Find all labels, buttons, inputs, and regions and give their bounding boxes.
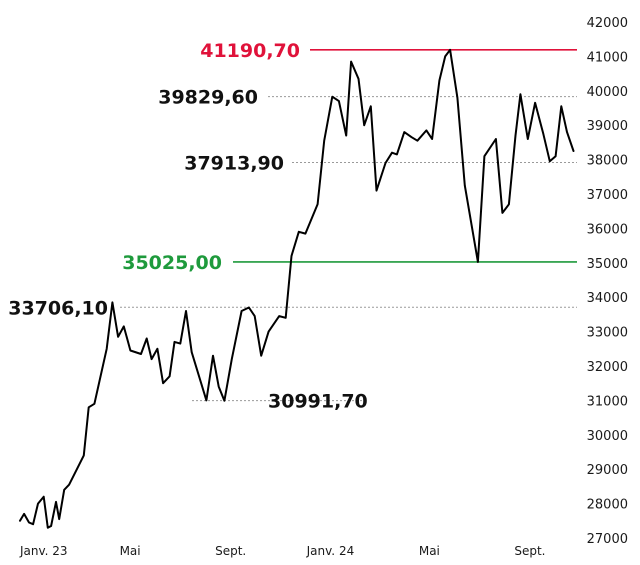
reference-label: 39829,60 xyxy=(158,87,258,109)
reference-label: 35025,00 xyxy=(122,252,222,274)
x-tick-label: Mai xyxy=(419,544,440,558)
y-tick-label: 40000 xyxy=(587,85,628,100)
y-tick-label: 38000 xyxy=(587,154,628,169)
y-tick-label: 39000 xyxy=(587,119,628,134)
y-tick-label: 33000 xyxy=(587,326,628,341)
x-tick-label: Mai xyxy=(120,544,141,558)
series-line xyxy=(19,48,575,529)
y-axis: 27000 28000 29000 30000 31000 32000 33000 34000… xyxy=(587,16,628,547)
reference-label: 37913,90 xyxy=(184,153,284,175)
y-tick-label: 37000 xyxy=(587,188,628,203)
y-tick-label: 42000 xyxy=(587,16,628,31)
reference-label: 33706,10 xyxy=(8,297,108,319)
y-tick-label: 27000 xyxy=(587,532,628,547)
x-tick-label: Janv. 23 xyxy=(19,544,68,558)
x-axis: Janv. 23 Mai Sept. Janv. 24 Mai Sept. xyxy=(19,544,546,558)
x-tick-label: Sept. xyxy=(215,544,246,558)
y-tick-label: 34000 xyxy=(587,291,628,306)
y-tick-label: 36000 xyxy=(587,222,628,237)
y-tick-label: 30000 xyxy=(587,429,628,444)
series-layer xyxy=(19,48,575,529)
y-tick-label: 32000 xyxy=(587,360,628,375)
reference-label: 41190,70 xyxy=(200,40,300,62)
reference-label: 30991,70 xyxy=(268,391,368,413)
x-tick-label: Janv. 24 xyxy=(306,544,355,558)
y-tick-label: 31000 xyxy=(587,394,628,409)
annotations: 41190,70 39829,60 37913,90 35025,00 33706,10… xyxy=(8,40,368,413)
y-tick-label: 28000 xyxy=(587,498,628,513)
x-tick-label: Sept. xyxy=(514,544,545,558)
y-tick-label: 35000 xyxy=(587,257,628,272)
y-tick-label: 29000 xyxy=(587,463,628,478)
y-tick-label: 41000 xyxy=(587,50,628,65)
